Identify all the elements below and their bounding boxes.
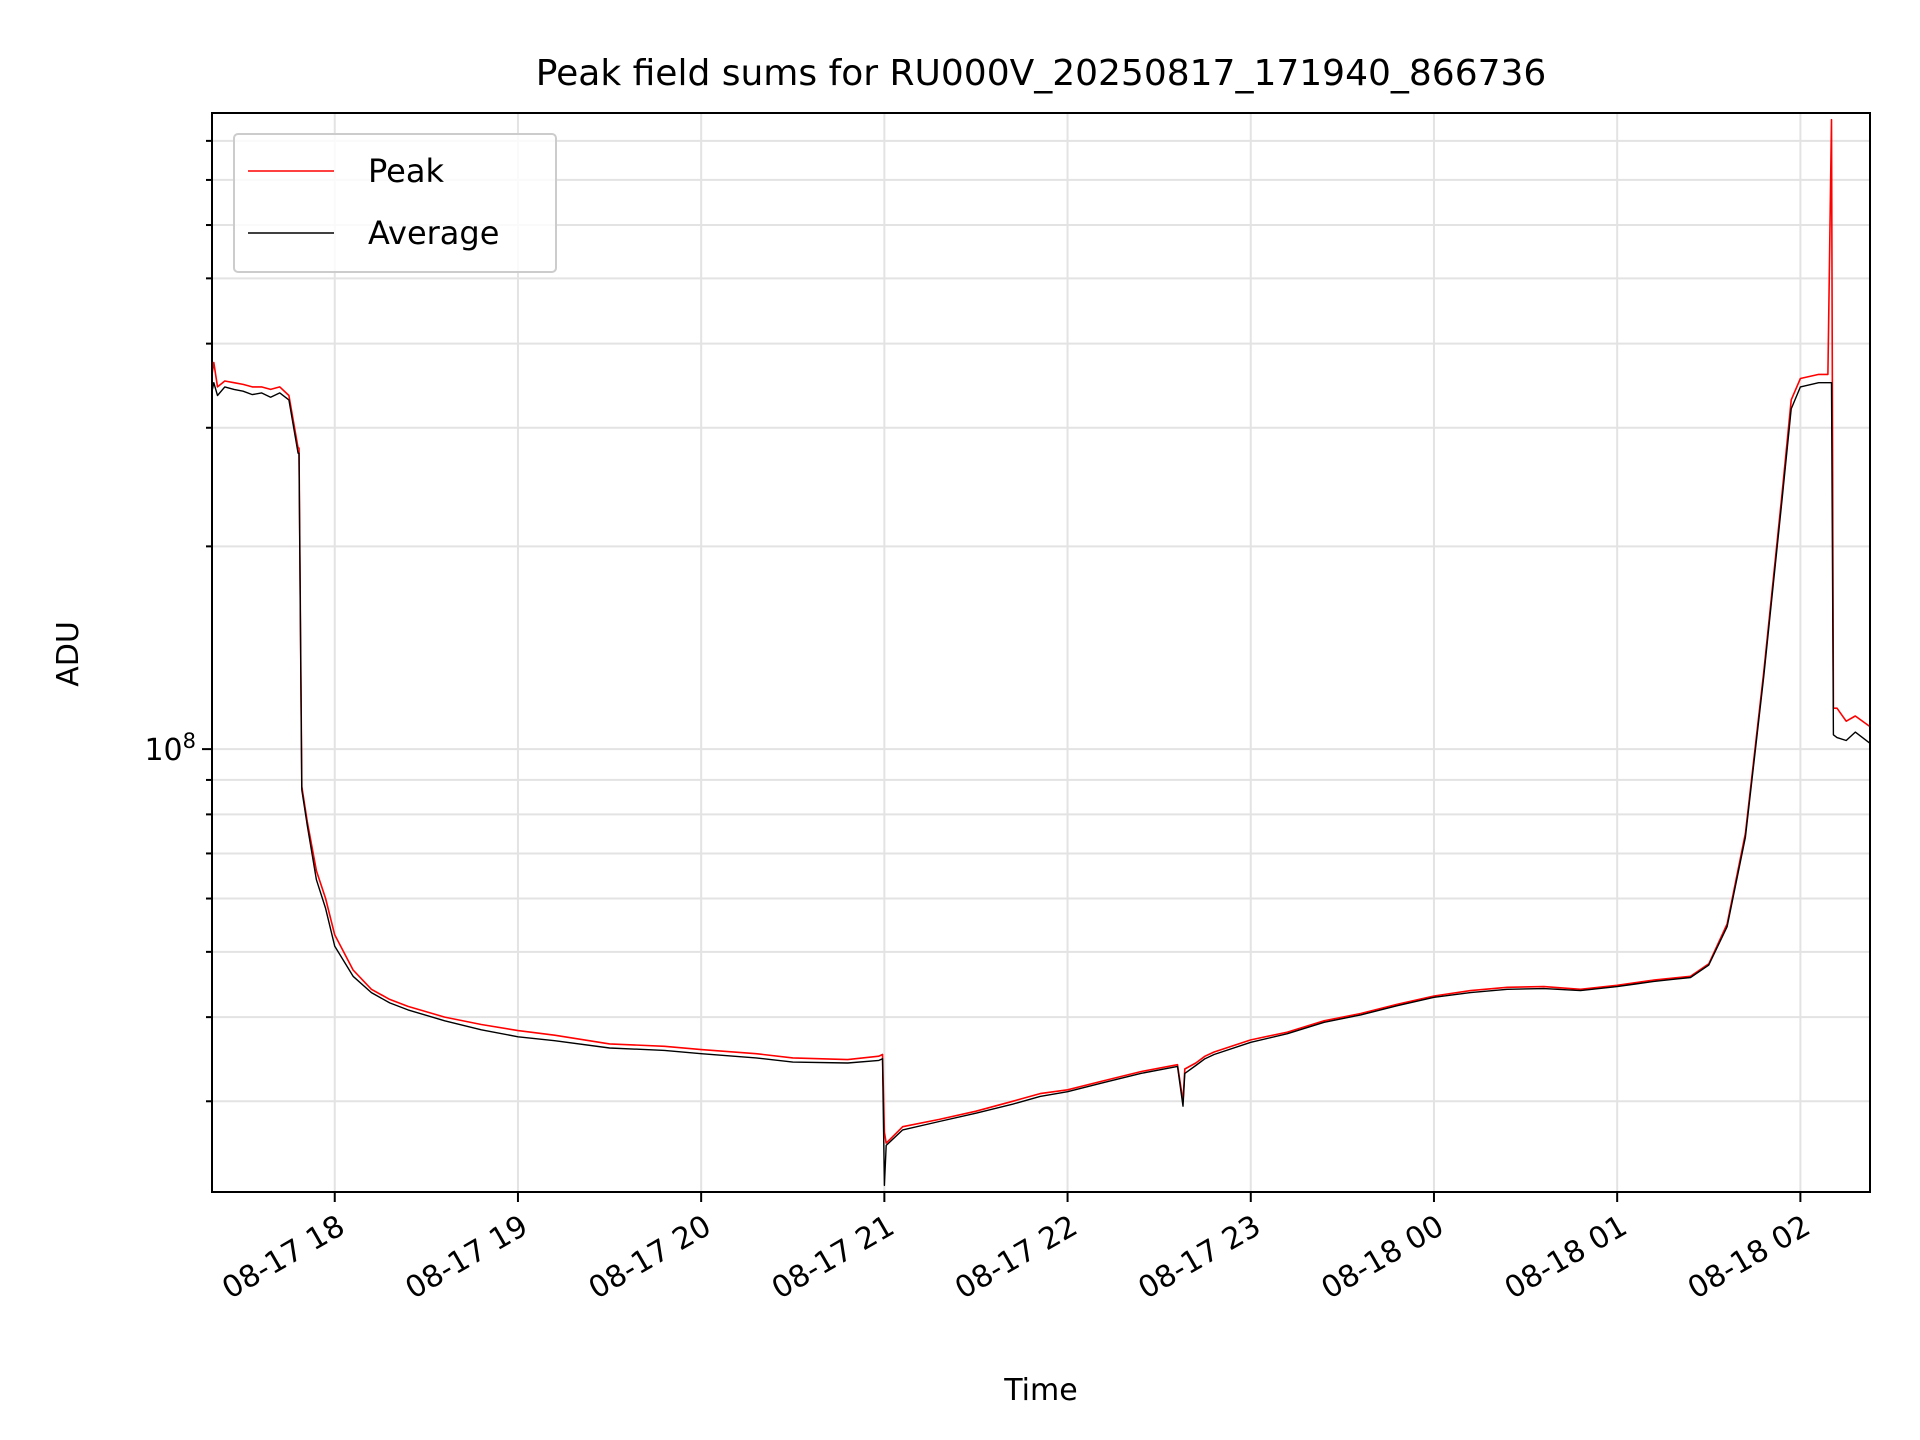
legend-box [233,133,557,273]
y-axis-ticks: 108 [144,139,212,1103]
legend-label-peak: Peak [368,152,444,190]
chart-title: Peak field sums for RU000V_20250817_1719… [536,53,1547,94]
y-axis-label: ADU [51,621,86,687]
y-tick-label: 108 [144,729,196,768]
legend-label-average: Average [368,214,499,252]
plot-frame [211,112,1871,1193]
grid-lines [212,113,1870,1192]
series-line-average [211,382,1871,1187]
series-lines [211,118,1871,1187]
legend: Peak Average [233,133,557,273]
x-axis-label: Time [1003,1373,1077,1408]
